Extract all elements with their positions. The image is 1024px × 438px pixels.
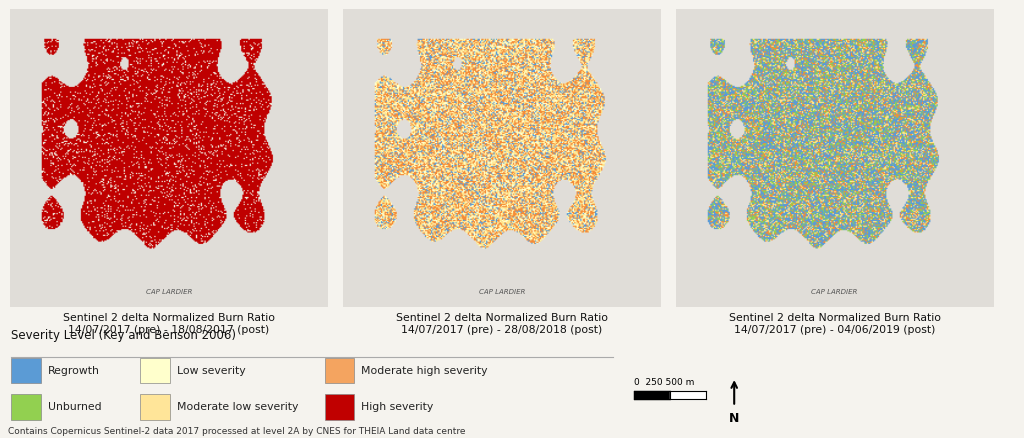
Bar [11, 394, 41, 420]
Text: CAP LARDIER: CAP LARDIER [811, 289, 858, 295]
Bar [11, 358, 41, 384]
Text: Sentinel 2 delta Normalized Burn Ratio
14/07/2017 (pre) - 28/08/2018 (post): Sentinel 2 delta Normalized Burn Ratio 1… [395, 313, 608, 335]
Text: Moderate high severity: Moderate high severity [361, 366, 488, 376]
Bar [140, 394, 170, 420]
Text: Low severity: Low severity [177, 366, 246, 376]
Text: Unburned: Unburned [48, 402, 101, 412]
Text: High severity: High severity [361, 402, 434, 412]
Text: Severity Level (Key and Benson 2006): Severity Level (Key and Benson 2006) [11, 328, 237, 342]
Text: Sentinel 2 delta Normalized Burn Ratio
14/07/2017 (pre) - 04/06/2019 (post): Sentinel 2 delta Normalized Burn Ratio 1… [728, 313, 941, 335]
Text: 0  250 500 m: 0 250 500 m [634, 378, 694, 388]
Bar [140, 358, 170, 384]
Text: Moderate low severity: Moderate low severity [177, 402, 299, 412]
Text: Regrowth: Regrowth [48, 366, 100, 376]
Text: Contains Copernicus Sentinel-2 data 2017 processed at level 2A by CNES for THEIA: Contains Copernicus Sentinel-2 data 2017… [8, 427, 466, 436]
Text: CAP LARDIER: CAP LARDIER [145, 289, 193, 295]
Text: CAP LARDIER: CAP LARDIER [478, 289, 525, 295]
Text: N: N [729, 412, 739, 424]
Bar [325, 394, 354, 420]
Bar [325, 358, 354, 384]
Text: Sentinel 2 delta Normalized Burn Ratio
14/07/2017 (pre) - 18/08/2017 (post): Sentinel 2 delta Normalized Burn Ratio 1… [62, 313, 275, 335]
